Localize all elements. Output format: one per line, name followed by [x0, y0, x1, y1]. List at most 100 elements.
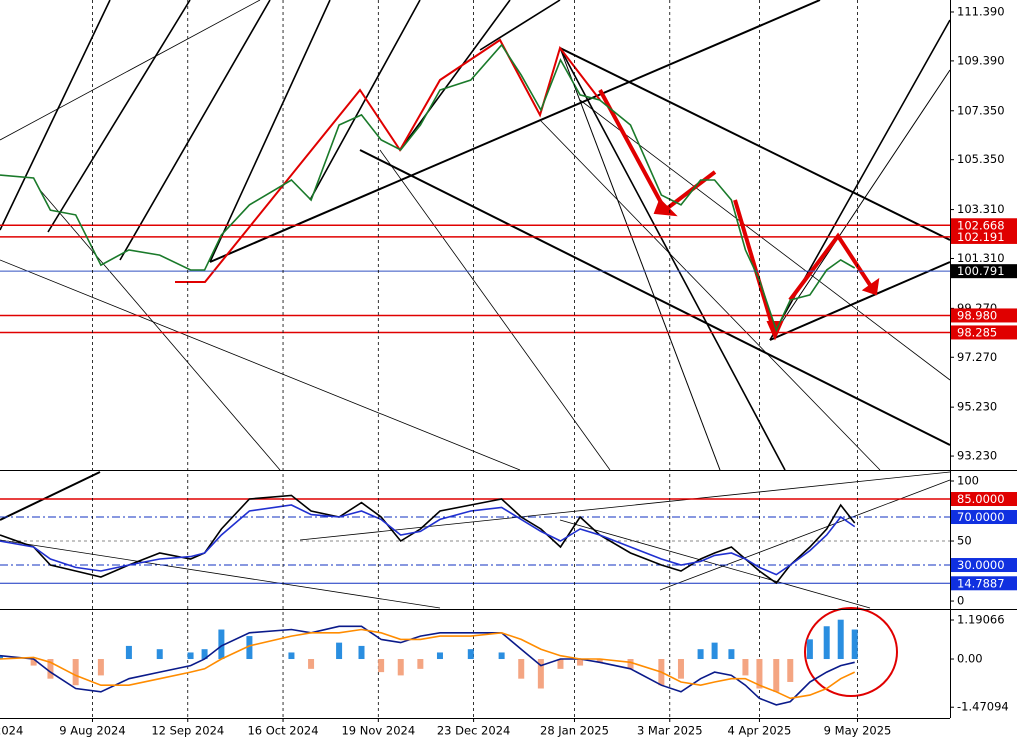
series-line	[0, 504, 856, 576]
fan-line	[559, 47, 721, 471]
level-label: 98.980	[957, 308, 997, 322]
fan-line	[47, 0, 191, 233]
level-label-box	[951, 510, 1017, 525]
histogram-bar	[537, 659, 544, 689]
channel-line	[769, 261, 951, 341]
level-label-box	[951, 308, 1017, 323]
y-tick-label: -1.47094	[957, 700, 1009, 714]
histogram-bar	[851, 629, 858, 660]
y-tick-label: 1.19066	[957, 613, 1005, 627]
channel-line	[209, 0, 821, 263]
histogram-bar	[806, 639, 813, 660]
level-label: 85.0000	[957, 492, 1005, 506]
histogram-bar	[358, 645, 365, 660]
zigzag	[175, 38, 601, 283]
y-tick-label: 111.390	[957, 4, 1005, 18]
fan-line	[579, 99, 951, 381]
histogram-bar	[756, 659, 763, 689]
fan-line	[309, 0, 421, 201]
histogram-bar	[837, 619, 844, 660]
histogram-bar	[627, 659, 634, 669]
histogram-bar	[378, 659, 385, 673]
level-label-box	[951, 558, 1017, 573]
histogram-bar	[498, 652, 505, 660]
y-tick-label: 93.230	[957, 449, 997, 463]
level-label: 102.668	[957, 218, 1005, 232]
histogram-bar	[218, 629, 225, 660]
level-label: 102.191	[957, 230, 1005, 244]
level-label-box	[951, 229, 1017, 244]
level-label-box	[951, 218, 1017, 233]
x-tick-label: 23 Dec 2024	[437, 724, 510, 738]
histogram-bar	[711, 642, 718, 660]
histogram-bar	[417, 659, 424, 669]
level-label: 98.285	[957, 325, 997, 339]
histogram-bar	[397, 659, 404, 676]
fan-line	[0, 0, 261, 141]
level-label-box	[951, 492, 1017, 507]
y-tick-label: 50	[957, 534, 972, 548]
fan-line	[0, 0, 111, 231]
histogram-bar	[596, 659, 603, 663]
histogram-bar	[47, 659, 54, 679]
fan-line	[539, 119, 881, 471]
x-tick-label: 12 Sep 2024	[151, 724, 224, 738]
x-tick-label: 3 Mar 2025	[637, 724, 703, 738]
osc-line	[299, 471, 951, 541]
fan-line	[209, 0, 331, 263]
histogram-bar	[773, 659, 780, 692]
histogram-bar	[187, 652, 194, 660]
y-tick-label: 100	[957, 474, 979, 488]
level-label: 100.791	[957, 264, 1005, 278]
x-tick-label: 5 Jul 2024	[0, 724, 23, 738]
x-tick-label: 28 Jan 2025	[540, 724, 609, 738]
histogram-bar	[125, 645, 132, 660]
histogram-bar	[201, 649, 208, 660]
histogram-bar	[97, 659, 104, 676]
series-line	[0, 628, 856, 700]
osc-line	[0, 539, 441, 609]
fan-line	[399, 0, 511, 151]
x-tick-label: 16 Oct 2024	[247, 724, 318, 738]
histogram-bar	[72, 659, 79, 686]
x-tick-label: 4 Apr 2025	[728, 724, 792, 738]
level-label: 30.0000	[957, 558, 1005, 572]
y-tick-label: 107.350	[957, 103, 1005, 117]
fan-line	[119, 0, 271, 261]
arrow-head	[861, 277, 880, 296]
y-tick-label: 109.390	[957, 53, 1005, 67]
x-tick-label: 9 May 2025	[824, 724, 892, 738]
histogram-bar	[0, 655, 3, 660]
fan-line	[0, 259, 521, 471]
arrow	[733, 199, 777, 336]
histogram-bar	[677, 659, 684, 679]
arrow	[788, 232, 874, 302]
histogram-bar	[436, 652, 443, 660]
histogram-bar	[336, 642, 343, 660]
y-tick-label: 105.350	[957, 152, 1005, 166]
fan-line	[769, 69, 951, 341]
highlight-circle	[804, 607, 898, 697]
histogram-bar	[823, 626, 830, 660]
osc-line	[0, 471, 101, 521]
series-line	[0, 43, 856, 333]
x-tick-label: 9 Aug 2024	[59, 724, 125, 738]
level-label: 70.0000	[957, 510, 1005, 524]
histogram-bar	[156, 649, 163, 660]
histogram-bar	[30, 659, 37, 666]
histogram-bar	[308, 659, 315, 669]
y-tick-label: 0.00	[957, 652, 983, 666]
histogram-bar	[518, 659, 525, 679]
data-layer	[0, 0, 950, 718]
channel-line	[559, 47, 951, 241]
y-tick-label: 97.270	[957, 350, 997, 364]
histogram-bar	[557, 659, 564, 669]
osc-line	[559, 519, 871, 609]
histogram-bar	[787, 659, 794, 682]
series-line	[0, 494, 856, 585]
histogram-bar	[577, 659, 584, 666]
x-tick-label: 19 Nov 2024	[341, 724, 415, 738]
fan-line	[479, 0, 561, 51]
y-tick-label: 0	[957, 594, 964, 608]
